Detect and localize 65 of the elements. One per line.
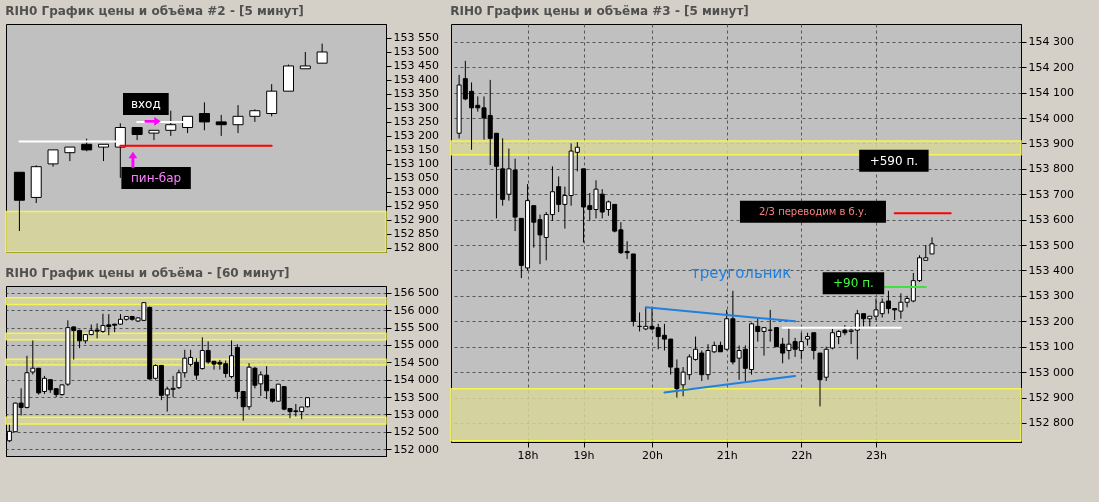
y-tick-label: 155 000 xyxy=(393,338,439,352)
y-tick-label: 153 150 xyxy=(393,143,439,157)
y-tick-label: 154 200 xyxy=(1028,60,1074,74)
y-tick-label: 156 000 xyxy=(393,303,439,317)
y-tick-label: 154 000 xyxy=(1028,111,1074,125)
y-tick-label: 152 800 xyxy=(1028,416,1074,430)
y-tick-label: 153 500 xyxy=(393,45,439,59)
chart-title: RIH0 График цены и объёма - [60 минут] xyxy=(5,266,290,280)
x-tick-label: 20h xyxy=(642,448,664,462)
y-tick-label: 153 100 xyxy=(1028,340,1074,354)
candlestick xyxy=(316,43,328,64)
y-tick-label: 155 500 xyxy=(393,321,439,335)
y-tick-label: 153 300 xyxy=(1028,289,1074,303)
annotation: +90 п. xyxy=(833,276,874,291)
x-tick-label: 23h xyxy=(866,448,888,462)
candlestick xyxy=(64,146,76,162)
candlestick xyxy=(232,104,244,134)
y-tick-label: 152 850 xyxy=(393,227,439,241)
candlestick xyxy=(198,101,210,131)
chart-title: RIH0 График цены и объёма #3 - [5 минут] xyxy=(450,4,749,18)
y-tick-label: 153 000 xyxy=(1028,365,1074,379)
y-tick-label: 152 000 xyxy=(393,442,439,456)
y-tick-label: 154 300 xyxy=(1028,35,1074,49)
candlestick xyxy=(148,129,160,141)
y-tick-label: 153 100 xyxy=(393,157,439,171)
y-tick-label: 154 500 xyxy=(393,355,439,369)
annotation: +590 п. xyxy=(869,153,919,168)
y-tick-label: 153 250 xyxy=(393,115,439,129)
y-tick-label: 153 300 xyxy=(393,101,439,115)
y-tick-label: 153 550 xyxy=(393,31,439,45)
y-tick-label: 153 500 xyxy=(1028,238,1074,252)
y-tick-label: 156 500 xyxy=(393,286,439,300)
annotation: 2/3 переводим в б.у. xyxy=(758,205,868,217)
candlestick xyxy=(249,108,261,123)
y-tick-label: 153 000 xyxy=(393,185,439,199)
y-tick-label: 152 900 xyxy=(393,213,439,227)
y-tick-label: 154 000 xyxy=(393,373,439,387)
annotation: вход xyxy=(130,97,161,112)
y-tick-label: 153 350 xyxy=(393,87,439,101)
y-tick-label: 152 800 xyxy=(393,241,439,255)
y-tick-label: 153 450 xyxy=(393,59,439,73)
y-tick-label: 154 100 xyxy=(1028,86,1074,100)
y-tick-label: 153 000 xyxy=(393,407,439,421)
y-tick-label: 152 900 xyxy=(1028,391,1074,405)
y-tick-label: 152 500 xyxy=(393,425,439,439)
y-tick-label: 153 050 xyxy=(393,171,439,185)
y-tick-label: 153 200 xyxy=(1028,314,1074,328)
chart-title: RIH0 График цены и объёма #2 - [5 минут] xyxy=(5,4,304,18)
y-tick-label: 153 700 xyxy=(1028,187,1074,201)
annotation: треугольник xyxy=(690,264,792,283)
y-tick-label: 153 400 xyxy=(1028,263,1074,277)
candlestick xyxy=(215,114,227,137)
x-tick-label: 19h xyxy=(573,448,595,462)
y-tick-label: 153 200 xyxy=(393,129,439,143)
y-tick-label: 153 400 xyxy=(393,73,439,87)
x-tick-label: 18h xyxy=(517,448,539,462)
y-tick-label: 153 900 xyxy=(1028,136,1074,150)
y-tick-label: 153 500 xyxy=(393,390,439,404)
x-tick-label: 21h xyxy=(716,448,738,462)
y-tick-label: 152 950 xyxy=(393,199,439,213)
x-tick-label: 22h xyxy=(791,448,813,462)
y-tick-label: 153 800 xyxy=(1028,162,1074,176)
candlestick xyxy=(266,83,278,117)
y-tick-label: 153 600 xyxy=(1028,213,1074,227)
annotation: пин-бар xyxy=(131,170,182,185)
